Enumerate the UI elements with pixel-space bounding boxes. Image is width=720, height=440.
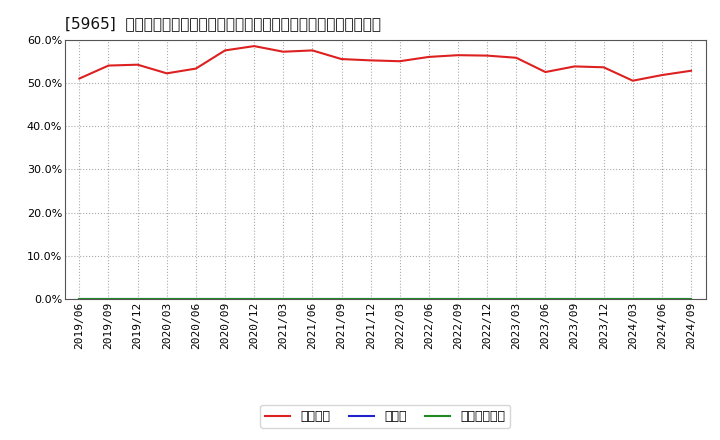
自己資本: [250, 44, 258, 49]
自己資本: [279, 49, 287, 55]
繰延税金資産: [220, 297, 229, 302]
のれん: [220, 297, 229, 302]
自己資本: [75, 76, 84, 81]
繰延税金資産: [483, 297, 492, 302]
のれん: [570, 297, 579, 302]
のれん: [250, 297, 258, 302]
のれん: [454, 297, 462, 302]
繰延税金資産: [163, 297, 171, 302]
繰延税金資産: [192, 297, 200, 302]
自己資本: [163, 71, 171, 76]
繰延税金資産: [250, 297, 258, 302]
のれん: [337, 297, 346, 302]
繰延税金資産: [75, 297, 84, 302]
繰延税金資産: [512, 297, 521, 302]
繰延税金資産: [133, 297, 142, 302]
のれん: [657, 297, 666, 302]
Text: [5965]  自己資本、のれん、繰延税金資産の総資産に対する比率の推移: [5965] 自己資本、のれん、繰延税金資産の総資産に対する比率の推移: [65, 16, 381, 32]
のれん: [599, 297, 608, 302]
繰延税金資産: [599, 297, 608, 302]
のれん: [687, 297, 696, 302]
繰延税金資産: [395, 297, 404, 302]
繰延税金資産: [104, 297, 113, 302]
自己資本: [570, 64, 579, 69]
自己資本: [366, 58, 375, 63]
のれん: [163, 297, 171, 302]
繰延税金資産: [337, 297, 346, 302]
自己資本: [133, 62, 142, 67]
のれん: [75, 297, 84, 302]
自己資本: [308, 48, 317, 53]
のれん: [279, 297, 287, 302]
のれん: [425, 297, 433, 302]
自己資本: [687, 68, 696, 73]
自己資本: [454, 52, 462, 58]
繰延税金資産: [454, 297, 462, 302]
のれん: [366, 297, 375, 302]
のれん: [192, 297, 200, 302]
自己資本: [395, 59, 404, 64]
自己資本: [512, 55, 521, 60]
のれん: [104, 297, 113, 302]
自己資本: [629, 78, 637, 83]
繰延税金資産: [570, 297, 579, 302]
自己資本: [599, 65, 608, 70]
繰延税金資産: [366, 297, 375, 302]
Line: 自己資本: 自己資本: [79, 46, 691, 81]
繰延税金資産: [657, 297, 666, 302]
自己資本: [541, 70, 550, 75]
自己資本: [657, 73, 666, 78]
繰延税金資産: [308, 297, 317, 302]
のれん: [483, 297, 492, 302]
のれん: [308, 297, 317, 302]
自己資本: [220, 48, 229, 53]
繰延税金資産: [629, 297, 637, 302]
自己資本: [104, 63, 113, 68]
自己資本: [337, 56, 346, 62]
自己資本: [425, 54, 433, 59]
繰延税金資産: [425, 297, 433, 302]
繰延税金資産: [687, 297, 696, 302]
のれん: [133, 297, 142, 302]
のれん: [629, 297, 637, 302]
のれん: [512, 297, 521, 302]
のれん: [541, 297, 550, 302]
自己資本: [483, 53, 492, 58]
繰延税金資産: [541, 297, 550, 302]
Legend: 自己資本, のれん, 繰延税金資産: 自己資本, のれん, 繰延税金資産: [260, 405, 510, 428]
のれん: [395, 297, 404, 302]
繰延税金資産: [279, 297, 287, 302]
自己資本: [192, 66, 200, 71]
